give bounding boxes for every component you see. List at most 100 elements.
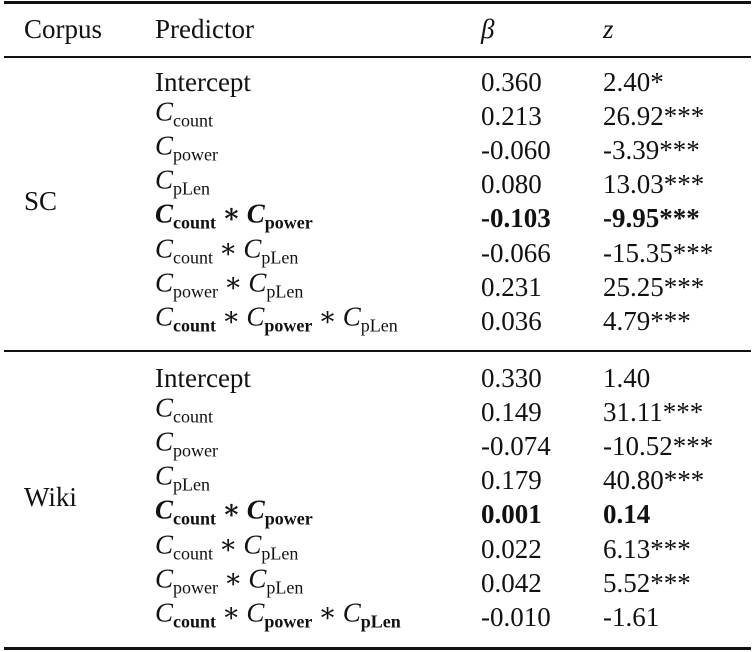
beta-value: 0.360	[481, 67, 542, 97]
z-value: 25.25***	[603, 271, 705, 302]
beta-value: 0.036	[481, 305, 542, 336]
beta-value: 0.231	[481, 271, 542, 302]
operator: ∗	[222, 597, 241, 628]
predictor: Ccount	[155, 97, 213, 136]
beta-value: 0.022	[481, 533, 542, 564]
subscript: count	[173, 508, 217, 529]
symbol: C	[155, 563, 174, 594]
header-cell: Corpus	[24, 14, 103, 44]
z-value: -1.61	[603, 601, 660, 632]
subscript: count	[173, 611, 217, 632]
predictor-text: Intercept	[155, 67, 251, 97]
predictor: Intercept	[155, 67, 251, 97]
symbol: C	[155, 392, 174, 423]
subscript: pLen	[173, 474, 210, 495]
operator: ∗	[219, 529, 238, 559]
z-value: 13.03***	[603, 169, 705, 200]
symbol: C	[342, 597, 361, 628]
z-value: 2.40*	[603, 67, 664, 97]
symbol: C	[246, 301, 265, 332]
predictor: Cpower	[155, 427, 218, 466]
subscript: power	[264, 611, 313, 632]
operator: ∗	[224, 267, 243, 298]
symbol: C	[246, 198, 265, 229]
beta-value: -0.103	[481, 203, 551, 234]
z-value: 4.79***	[603, 305, 691, 336]
z-value: 26.92***	[603, 101, 705, 132]
symbol: C	[246, 597, 265, 628]
beta-value: -0.074	[481, 431, 551, 462]
subscript: pLen	[261, 247, 299, 267]
z-value: 0.14	[603, 499, 651, 530]
symbol: C	[342, 301, 361, 332]
subscript: count	[173, 315, 217, 336]
subscript: pLen	[266, 577, 304, 598]
beta-value: -0.066	[481, 237, 551, 268]
predictor: Ccount ∗ Cpower ∗ CpLen	[155, 597, 401, 636]
symbol: C	[155, 529, 174, 559]
header-cell: z	[603, 14, 614, 44]
subscript: pLen	[261, 543, 299, 563]
symbol: C	[155, 198, 174, 229]
beta-value: 0.330	[481, 363, 542, 393]
symbol: C	[246, 494, 265, 525]
subscript: power	[173, 281, 218, 302]
subscript: power	[173, 144, 218, 165]
operator: ∗	[222, 301, 241, 332]
symbol: C	[248, 267, 267, 298]
symbol: C	[155, 233, 174, 263]
operator: ∗	[224, 563, 243, 594]
symbol: C	[155, 460, 174, 491]
z-value: -3.39***	[603, 135, 700, 166]
beta-value: 0.179	[481, 465, 542, 496]
predictor: CpLen	[155, 461, 210, 500]
z-value: 40.80***	[603, 465, 705, 496]
corpus-label: Wiki	[24, 482, 77, 513]
subscript: count	[173, 110, 214, 131]
predictor-text: Intercept	[155, 363, 251, 393]
symbol: C	[155, 130, 174, 161]
z-value: -10.52***	[603, 431, 714, 462]
z-value: 5.52***	[603, 567, 691, 598]
top-rule	[4, 1, 751, 4]
header-cell: β	[481, 14, 495, 44]
beta-value: 0.001	[481, 499, 542, 530]
group-rule	[4, 350, 751, 352]
operator: ∗	[219, 233, 238, 263]
beta-value: 0.149	[481, 397, 542, 428]
symbol: C	[155, 164, 174, 195]
symbol: C	[155, 426, 174, 457]
symbol: C	[155, 267, 174, 298]
predictor: Cpower ∗ CpLen	[155, 267, 303, 306]
operator: ∗	[318, 597, 337, 628]
subscript: pLen	[360, 315, 398, 336]
predictor: Cpower ∗ CpLen	[155, 563, 303, 602]
operator: ∗	[318, 301, 337, 332]
header-cell: Predictor	[155, 14, 254, 44]
subscript: power	[264, 508, 313, 529]
predictor: CpLen	[155, 165, 210, 204]
predictor: Ccount	[155, 393, 213, 432]
z-value: 6.13***	[603, 533, 691, 564]
beta-value: -0.060	[481, 135, 551, 166]
symbol: C	[155, 301, 174, 332]
symbol: C	[155, 494, 174, 525]
z-value: -9.95***	[603, 203, 700, 234]
symbol: C	[155, 96, 174, 127]
predictor: Ccount ∗ CpLen	[155, 233, 298, 272]
corpus-label: SC	[24, 186, 58, 217]
header-rule	[4, 56, 751, 58]
subscript: count	[173, 543, 214, 563]
predictor: Ccount ∗ Cpower ∗ CpLen	[155, 301, 398, 340]
subscript: power	[264, 212, 313, 233]
subscript: pLen	[173, 178, 210, 199]
beta-value: 0.042	[481, 567, 542, 598]
predictor: Cpower	[155, 131, 218, 170]
predictor: Ccount ∗ CpLen	[155, 529, 298, 568]
subscript: pLen	[266, 281, 304, 302]
symbol: C	[243, 529, 262, 559]
subscript: power	[264, 315, 313, 336]
subscript: pLen	[360, 611, 401, 632]
symbol: C	[248, 563, 267, 594]
